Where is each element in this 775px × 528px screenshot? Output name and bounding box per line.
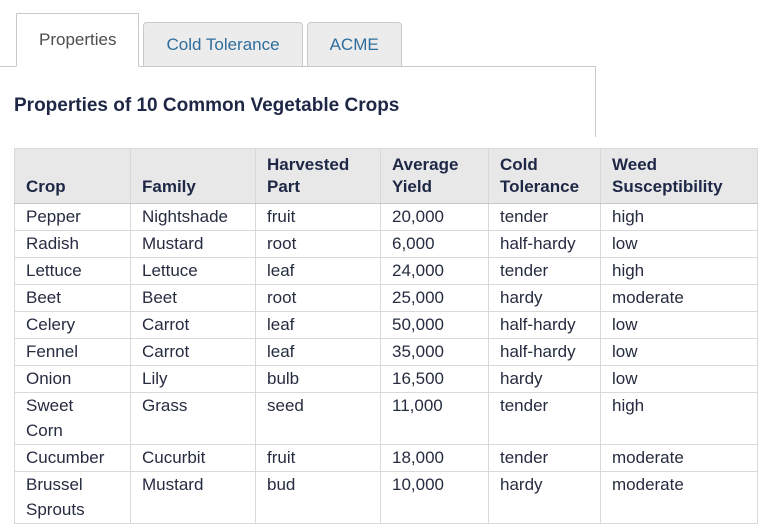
- table-cell: hardy: [488, 471, 601, 524]
- table-cell: moderate: [600, 471, 758, 524]
- table-cell: Carrot: [130, 338, 256, 366]
- table-cell: 50,000: [380, 311, 489, 339]
- table-cell: root: [255, 230, 381, 258]
- table-cell: fruit: [255, 444, 381, 472]
- column-header-average-yield: Average Yield: [380, 148, 489, 204]
- table-row: Lettuce Lettuce leaf 24,000 tender high: [14, 257, 758, 285]
- table-cell: moderate: [600, 284, 758, 312]
- table-cell: half-hardy: [488, 230, 601, 258]
- table-cell: 20,000: [380, 203, 489, 231]
- table-cell: high: [600, 392, 758, 445]
- tab-properties[interactable]: Properties: [16, 13, 140, 67]
- table-cell: Beet: [130, 284, 256, 312]
- tab-cold-tolerance[interactable]: Cold Tolerance: [143, 22, 303, 67]
- table-cell: 16,500: [380, 365, 489, 393]
- table-row: Sweet Corn Grass seed 11,000 tender high: [14, 392, 758, 445]
- table-cell: Mustard: [130, 230, 256, 258]
- table-cell: low: [600, 338, 758, 366]
- column-header-crop: Crop: [14, 148, 131, 204]
- table-cell: Fennel: [14, 338, 131, 366]
- table-cell: 24,000: [380, 257, 489, 285]
- table-row: Beet Beet root 25,000 hardy moderate: [14, 284, 758, 312]
- table-cell: Celery: [14, 311, 131, 339]
- table-cell: Radish: [14, 230, 131, 258]
- table-cell: high: [600, 203, 758, 231]
- table-cell: Cucumber: [14, 444, 131, 472]
- table-cell: bud: [255, 471, 381, 524]
- table-row: Brussel Sprouts Mustard bud 10,000 hardy mode…: [14, 471, 758, 524]
- table-row: Onion Lily bulb 16,500 hardy low: [14, 365, 758, 393]
- table-cell: Pepper: [14, 203, 131, 231]
- table-header: Crop Family Harvested Part Average Yield Col…: [14, 148, 758, 204]
- table-cell: 35,000: [380, 338, 489, 366]
- table-cell: tender: [488, 203, 601, 231]
- table-cell: moderate: [600, 444, 758, 472]
- table-cell: bulb: [255, 365, 381, 393]
- table-row: Radish Mustard root 6,000 half-hardy low: [14, 230, 758, 258]
- table-row: Pepper Nightshade fruit 20,000 tender high: [14, 203, 758, 231]
- table-cell: 6,000: [380, 230, 489, 258]
- table-body: Pepper Nightshade fruit 20,000 tender high Rad…: [14, 203, 758, 524]
- table-cell: 25,000: [380, 284, 489, 312]
- column-header-family: Family: [130, 148, 256, 204]
- table-cell: half-hardy: [488, 311, 601, 339]
- column-header-cold-tolerance: Cold Tolerance: [488, 148, 601, 204]
- table-row: Fennel Carrot leaf 35,000 half-hardy low: [14, 338, 758, 366]
- table-cell: 10,000: [380, 471, 489, 524]
- table-cell: fruit: [255, 203, 381, 231]
- table-cell: low: [600, 365, 758, 393]
- table-cell: hardy: [488, 365, 601, 393]
- table-cell: 18,000: [380, 444, 489, 472]
- table-cell: Nightshade: [130, 203, 256, 231]
- table-cell: Mustard: [130, 471, 256, 524]
- table-cell: seed: [255, 392, 381, 445]
- table-cell: 11,000: [380, 392, 489, 445]
- table-cell: Lettuce: [14, 257, 131, 285]
- table-cell: Lily: [130, 365, 256, 393]
- table-header-row: Crop Family Harvested Part Average Yield Col…: [14, 148, 758, 204]
- table-cell: high: [600, 257, 758, 285]
- table-cell: Carrot: [130, 311, 256, 339]
- column-header-harvested-part: Harvested Part: [255, 148, 381, 204]
- table-cell: Grass: [130, 392, 256, 445]
- table-cell: half-hardy: [488, 338, 601, 366]
- table-cell: tender: [488, 257, 601, 285]
- tab-acme[interactable]: ACME: [306, 22, 402, 67]
- table-cell: low: [600, 311, 758, 339]
- table-cell: Brussel Sprouts: [14, 471, 131, 524]
- table-cell: low: [600, 230, 758, 258]
- table-cell: Cucurbit: [130, 444, 256, 472]
- table-cell: hardy: [488, 284, 601, 312]
- table-cell: Sweet Corn: [14, 392, 131, 445]
- crops-table: Crop Family Harvested Part Average Yield Col…: [14, 148, 758, 524]
- table-row: Cucumber Cucurbit fruit 18,000 tender moderat…: [14, 444, 758, 472]
- table-row: Celery Carrot leaf 50,000 half-hardy low: [14, 311, 758, 339]
- table-cell: tender: [488, 392, 601, 445]
- table-cell: root: [255, 284, 381, 312]
- table-cell: tender: [488, 444, 601, 472]
- table-cell: Onion: [14, 365, 131, 393]
- tab-panel: Properties of 10 Common Vegetable Crops: [0, 67, 596, 137]
- table-cell: Beet: [14, 284, 131, 312]
- table-cell: leaf: [255, 257, 381, 285]
- tab-bar: Properties Cold Tolerance ACME: [0, 0, 596, 67]
- column-header-weed-susceptibility: Weed Susceptibility: [600, 148, 758, 204]
- page-title: Properties of 10 Common Vegetable Crops: [14, 95, 400, 116]
- table-cell: Lettuce: [130, 257, 256, 285]
- table-cell: leaf: [255, 311, 381, 339]
- table-cell: leaf: [255, 338, 381, 366]
